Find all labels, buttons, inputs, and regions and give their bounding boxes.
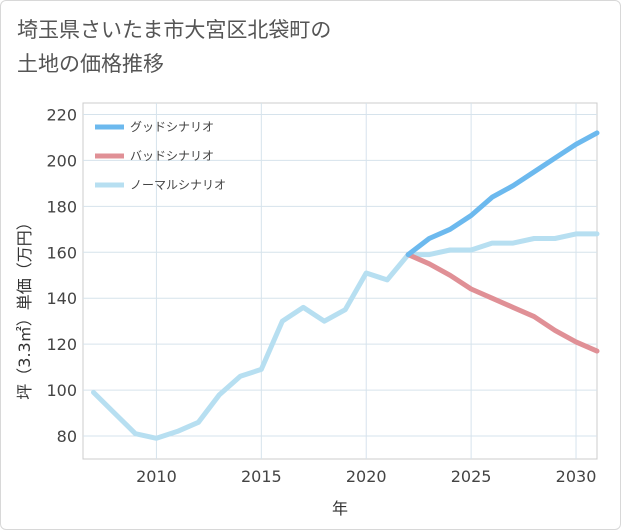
y-tick-label: 140 xyxy=(46,289,77,308)
y-tick-label: 80 xyxy=(57,427,77,446)
x-tick-label: 2020 xyxy=(346,467,387,486)
legend-label: グッドシナリオ xyxy=(130,120,214,134)
x-axis-label: 年 xyxy=(332,499,348,518)
x-tick-label: 2025 xyxy=(451,467,492,486)
chart-title: 埼玉県さいたま市大宮区北袋町の 土地の価格推移 xyxy=(17,13,437,81)
y-tick-label: 220 xyxy=(46,105,77,124)
plot-area xyxy=(82,102,598,460)
tick-labels: 80 100 120 140 160 180 200 220 2010 2015 2020 2025 2… xyxy=(46,105,596,486)
y-axis-label: 坪（3.3㎡）単価（万円） xyxy=(15,214,34,399)
y-tick-label: 200 xyxy=(46,151,77,170)
series-lines xyxy=(91,130,600,441)
x-tick-label: 2010 xyxy=(136,467,177,486)
legend-label: バッドシナリオ xyxy=(130,149,214,163)
x-tick-label: 2030 xyxy=(556,467,597,486)
series-line-2 xyxy=(91,231,600,441)
chart-title-line2: 土地の価格推移 xyxy=(17,52,164,76)
y-tick-label: 100 xyxy=(46,381,77,400)
legend-label: ノーマルシナリオ xyxy=(130,178,226,192)
series-line-0 xyxy=(405,130,600,258)
x-tick-label: 2015 xyxy=(241,467,282,486)
y-tick-label: 160 xyxy=(46,243,77,262)
chart-title-line1: 埼玉県さいたま市大宮区北袋町の xyxy=(17,18,332,42)
y-tick-label: 120 xyxy=(46,335,77,354)
y-tick-label: 180 xyxy=(46,197,77,216)
series-line-1 xyxy=(405,252,600,354)
grid-lines xyxy=(83,103,597,459)
